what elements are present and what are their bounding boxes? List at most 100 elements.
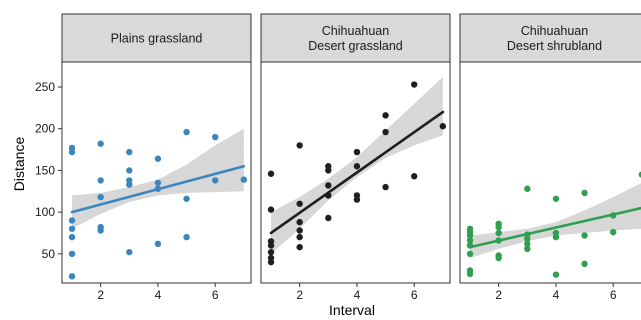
data-point — [495, 229, 502, 237]
data-point — [68, 217, 76, 224]
data-point — [552, 233, 560, 241]
x-tick-label: 2 — [296, 288, 303, 302]
data-point — [126, 148, 133, 156]
data-point — [126, 248, 133, 256]
data-point — [68, 148, 76, 156]
data-point — [296, 200, 303, 207]
data-point — [267, 242, 275, 249]
data-point — [382, 183, 389, 191]
data-point — [212, 177, 219, 184]
data-point — [581, 232, 588, 239]
x-tick-label: 6 — [610, 288, 617, 302]
panel-border — [61, 61, 252, 284]
data-point — [524, 185, 531, 192]
x-tick-label: 2 — [495, 288, 502, 302]
data-point — [495, 254, 502, 262]
data-point — [495, 223, 502, 231]
data-point — [183, 233, 190, 241]
facet-title-line: Chihuahuan — [322, 24, 389, 38]
data-point — [581, 260, 588, 268]
data-point — [154, 185, 162, 192]
data-point — [466, 237, 474, 244]
data-point — [524, 245, 531, 253]
plot-content — [466, 171, 641, 278]
data-point — [97, 177, 104, 184]
panel-border — [260, 61, 451, 284]
panel-1: Plains grassland 2 4 6 50 100 150 200 250 — [35, 13, 252, 302]
data-point — [610, 228, 617, 236]
regression-line — [269, 110, 445, 235]
data-point — [97, 140, 104, 147]
data-point — [68, 233, 76, 241]
data-point — [296, 218, 303, 226]
x-tick-label: 6 — [212, 288, 219, 302]
data-point — [325, 182, 332, 189]
data-point — [581, 189, 588, 197]
panel-border — [459, 61, 641, 284]
x-tick-label: 4 — [155, 288, 162, 302]
data-point — [154, 240, 162, 248]
data-point — [154, 179, 162, 187]
data-point — [212, 133, 219, 141]
data-point — [325, 167, 332, 174]
confidence-band — [470, 183, 641, 258]
x-tick-label: 2 — [97, 288, 104, 302]
x-tick-label: 6 — [411, 288, 418, 302]
data-point — [353, 196, 361, 203]
data-point — [325, 192, 332, 199]
data-point — [267, 206, 275, 213]
data-point — [382, 112, 389, 119]
data-point — [466, 250, 474, 258]
facet-title-line: Chihuahuan — [521, 24, 588, 38]
data-point — [552, 271, 560, 278]
data-point — [68, 273, 76, 280]
y-tick-label: 50 — [42, 247, 56, 261]
y-tick-label: 150 — [35, 163, 55, 177]
x-tick-label: 4 — [553, 288, 560, 302]
panels-layer: Plains grassland 2 4 6 50 100 150 200 250 Chihuah… — [35, 13, 641, 302]
data-point — [97, 227, 104, 234]
data-point — [296, 227, 303, 234]
data-point — [411, 81, 418, 88]
data-point — [466, 232, 474, 239]
x-axis-title: Interval — [329, 302, 375, 318]
data-point — [466, 270, 474, 278]
data-point — [183, 128, 190, 136]
data-point — [638, 171, 641, 178]
data-point — [267, 248, 275, 256]
data-point — [552, 195, 560, 202]
y-tick-label: 100 — [35, 205, 55, 219]
data-point — [353, 148, 361, 156]
data-point — [495, 237, 502, 244]
facet-title-line: Plains grassland — [111, 32, 203, 46]
data-point — [524, 235, 531, 242]
data-point — [240, 176, 248, 183]
data-point — [296, 142, 303, 149]
data-point — [411, 173, 418, 180]
y-tick-label: 200 — [35, 122, 55, 136]
data-point — [382, 128, 389, 136]
data-point — [97, 193, 104, 201]
data-point — [325, 214, 332, 222]
data-point — [267, 170, 275, 177]
data-point — [267, 258, 275, 266]
data-point — [126, 167, 133, 174]
facet-strip — [61, 13, 252, 63]
facet-title-line: Desert shrubland — [507, 39, 602, 53]
data-point — [610, 212, 617, 219]
y-axis-title: Distance — [11, 137, 27, 192]
data-point — [296, 233, 303, 241]
data-point — [296, 243, 303, 251]
data-point — [68, 250, 76, 258]
facet-strip — [260, 13, 451, 63]
data-point — [466, 242, 474, 249]
data-point — [183, 195, 190, 202]
facet-strip — [459, 13, 641, 63]
x-tick-label: 4 — [354, 288, 361, 302]
plot-content — [267, 77, 447, 266]
data-point — [524, 240, 531, 248]
plot-content — [68, 128, 248, 280]
